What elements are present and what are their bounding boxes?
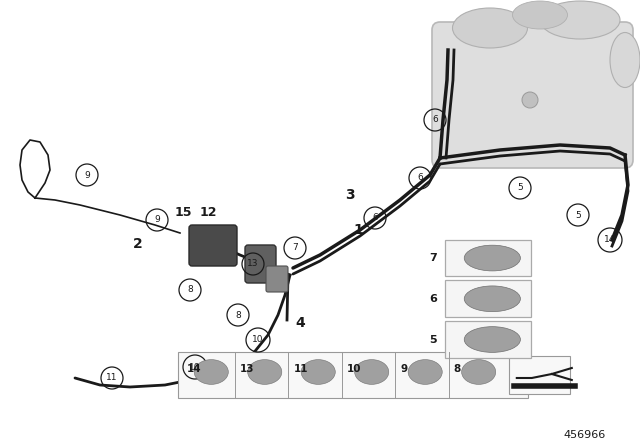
Text: 8: 8	[235, 310, 241, 319]
Ellipse shape	[355, 360, 388, 384]
Text: 5: 5	[429, 335, 436, 345]
Text: 8: 8	[187, 285, 193, 294]
Text: 2: 2	[133, 237, 143, 251]
Text: 5: 5	[517, 184, 523, 193]
Bar	[445, 321, 531, 358]
Text: 8: 8	[454, 364, 461, 374]
Text: 456966: 456966	[564, 430, 606, 440]
Ellipse shape	[194, 360, 228, 384]
Text: 10: 10	[252, 336, 264, 345]
Text: 5: 5	[575, 211, 581, 220]
Ellipse shape	[464, 245, 520, 271]
Text: 11: 11	[106, 374, 118, 383]
Text: 9: 9	[401, 364, 408, 374]
Text: 14: 14	[604, 236, 616, 245]
Text: 11: 11	[293, 364, 308, 374]
Bar	[445, 280, 531, 317]
Ellipse shape	[513, 1, 568, 29]
Text: 7: 7	[429, 253, 436, 263]
Text: 10: 10	[347, 364, 362, 374]
Text: 13: 13	[247, 259, 259, 268]
Text: 6: 6	[372, 214, 378, 223]
Ellipse shape	[464, 327, 520, 353]
Ellipse shape	[610, 33, 640, 87]
FancyBboxPatch shape	[266, 266, 288, 292]
Text: 6: 6	[432, 116, 438, 125]
Text: 13: 13	[240, 364, 254, 374]
Text: 14: 14	[186, 364, 201, 374]
Text: 12: 12	[199, 206, 217, 219]
Text: 9: 9	[154, 215, 160, 224]
Bar	[445, 240, 531, 276]
Ellipse shape	[540, 1, 620, 39]
Text: 3: 3	[345, 188, 355, 202]
Ellipse shape	[461, 360, 496, 384]
Bar	[509, 356, 570, 394]
Ellipse shape	[464, 286, 520, 312]
FancyBboxPatch shape	[432, 22, 633, 168]
Text: 4: 4	[295, 316, 305, 330]
Ellipse shape	[248, 360, 282, 384]
Ellipse shape	[452, 8, 527, 48]
Text: 10: 10	[189, 362, 201, 371]
Text: 7: 7	[292, 244, 298, 253]
FancyBboxPatch shape	[245, 245, 276, 283]
Circle shape	[522, 92, 538, 108]
Ellipse shape	[408, 360, 442, 384]
FancyBboxPatch shape	[189, 225, 237, 266]
Text: 6: 6	[429, 294, 436, 304]
Bar	[179, 352, 527, 398]
Text: 15: 15	[174, 206, 192, 219]
Text: 9: 9	[84, 171, 90, 180]
Text: 1: 1	[353, 223, 363, 237]
Ellipse shape	[301, 360, 335, 384]
Text: 6: 6	[417, 173, 423, 182]
